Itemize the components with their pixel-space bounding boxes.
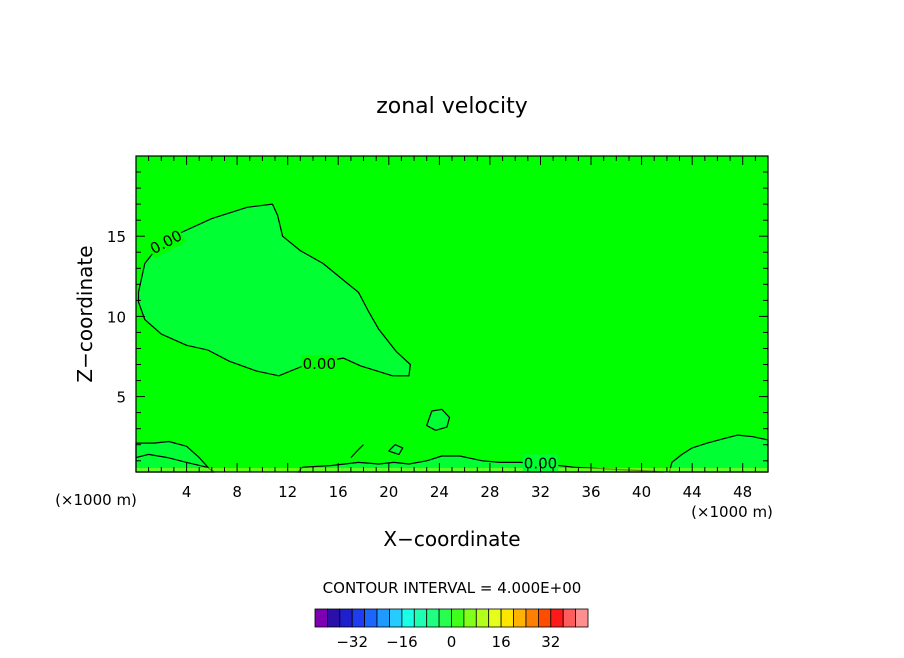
- colorbar-swatch: [475, 608, 490, 628]
- positive-region-main: [137, 203, 411, 377]
- colorbar-tick-label: 32: [541, 633, 560, 651]
- x-tick-label: 8: [232, 483, 242, 501]
- colorbar-swatch: [488, 608, 502, 628]
- colorbar-swatch: [438, 608, 452, 628]
- x-tick-label: 44: [683, 483, 702, 501]
- contour-line-small-arc: [350, 444, 364, 459]
- colorbar-swatch: [562, 608, 577, 628]
- colorbar-swatch: [451, 608, 465, 628]
- contour-regions: [135, 203, 769, 473]
- x-tick-label: 12: [278, 483, 297, 501]
- colorbar-swatch: [525, 608, 539, 628]
- x-tick-label: 24: [430, 483, 449, 501]
- colorbar-swatch: [401, 608, 415, 628]
- contour-label-background: [146, 225, 186, 259]
- y-tick-label: 15: [107, 228, 126, 246]
- colorbar-swatch: [376, 608, 390, 628]
- x-tick-label: 32: [531, 483, 550, 501]
- positive-region-blob: [426, 408, 451, 431]
- colorbar-swatch: [326, 608, 341, 628]
- colorbar-swatch: [500, 608, 514, 628]
- chart-title: zonal velocity: [376, 94, 528, 119]
- colorbar-tick-label: −32: [336, 633, 368, 651]
- colorbar-swatch: [351, 608, 366, 628]
- y-tick-label: 5: [116, 389, 126, 407]
- positive-region-small: [388, 444, 404, 455]
- x-tick-label: 40: [632, 483, 651, 501]
- colorbar-tick-label: 0: [447, 633, 457, 651]
- x-tick-label: 28: [480, 483, 499, 501]
- contour-label: 0.00: [303, 355, 336, 373]
- x-tick-label: 4: [182, 483, 192, 501]
- y-axis-label: Z−coordinate: [73, 245, 97, 382]
- colorbar-swatch: [538, 608, 552, 628]
- contour-line-left-inner: [135, 453, 207, 468]
- colorbar-tick-label: −16: [386, 633, 418, 651]
- colorbar-swatch: [339, 608, 353, 628]
- colorbar-swatch: [463, 608, 477, 628]
- contour-label-background: [301, 355, 338, 373]
- contour-lines: [135, 444, 364, 468]
- x-unit-right: (×1000 m): [691, 503, 773, 521]
- x-tick-label: 20: [379, 483, 398, 501]
- colorbar-swatch: [413, 608, 428, 628]
- colorbar-swatch: [364, 608, 378, 628]
- x-tick-label: 48: [733, 483, 752, 501]
- x-axis-label: X−coordinate: [383, 527, 520, 551]
- colorbar-swatch: [426, 608, 440, 628]
- contour-interval: CONTOUR INTERVAL = 4.000E+00: [323, 579, 582, 597]
- y-tick-label: 10: [107, 308, 126, 326]
- colorbar-swatch: [550, 608, 564, 628]
- colorbar-swatch: [575, 608, 589, 628]
- colorbar-swatch: [513, 608, 527, 628]
- colorbar-swatch: [389, 608, 403, 628]
- x-unit-left: (×1000 m): [55, 491, 137, 509]
- colorbar-swatch: [314, 608, 328, 628]
- colorbar: −32 −16 0 16 32: [314, 608, 589, 651]
- x-tick-label: 16: [329, 483, 348, 501]
- colorbar-tick-label: 16: [492, 633, 511, 651]
- x-tick-label: 36: [581, 483, 600, 501]
